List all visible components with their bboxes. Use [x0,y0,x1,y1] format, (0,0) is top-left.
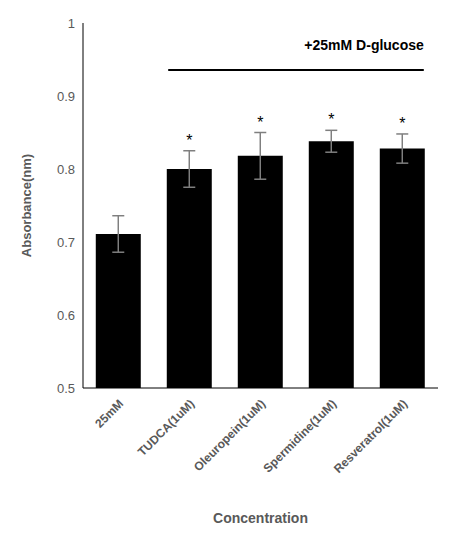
svg-text:0.6: 0.6 [57,308,75,323]
svg-text:TUDCA(1uM): TUDCA(1uM) [135,397,197,459]
svg-text:25mM: 25mM [92,397,126,431]
svg-text:*: * [399,115,405,132]
svg-text:Oleuropein(1uM): Oleuropein(1uM) [191,397,268,474]
svg-text:1: 1 [68,16,75,31]
svg-text:0.7: 0.7 [57,235,75,250]
svg-text:*: * [186,132,192,149]
svg-text:0.8: 0.8 [57,162,75,177]
svg-text:Concentration: Concentration [213,510,308,526]
svg-text:0.5: 0.5 [57,381,75,396]
svg-text:*: * [328,111,334,128]
svg-text:Resveratrol(1uM): Resveratrol(1uM) [331,397,410,476]
svg-text:*: * [257,114,263,131]
svg-text:Absorbance(nm): Absorbance(nm) [19,154,34,257]
svg-text:0.9: 0.9 [57,89,75,104]
svg-text:Spermidine(1uM): Spermidine(1uM) [261,397,340,476]
svg-text:+25mM D-glucose: +25mM D-glucose [304,37,424,53]
